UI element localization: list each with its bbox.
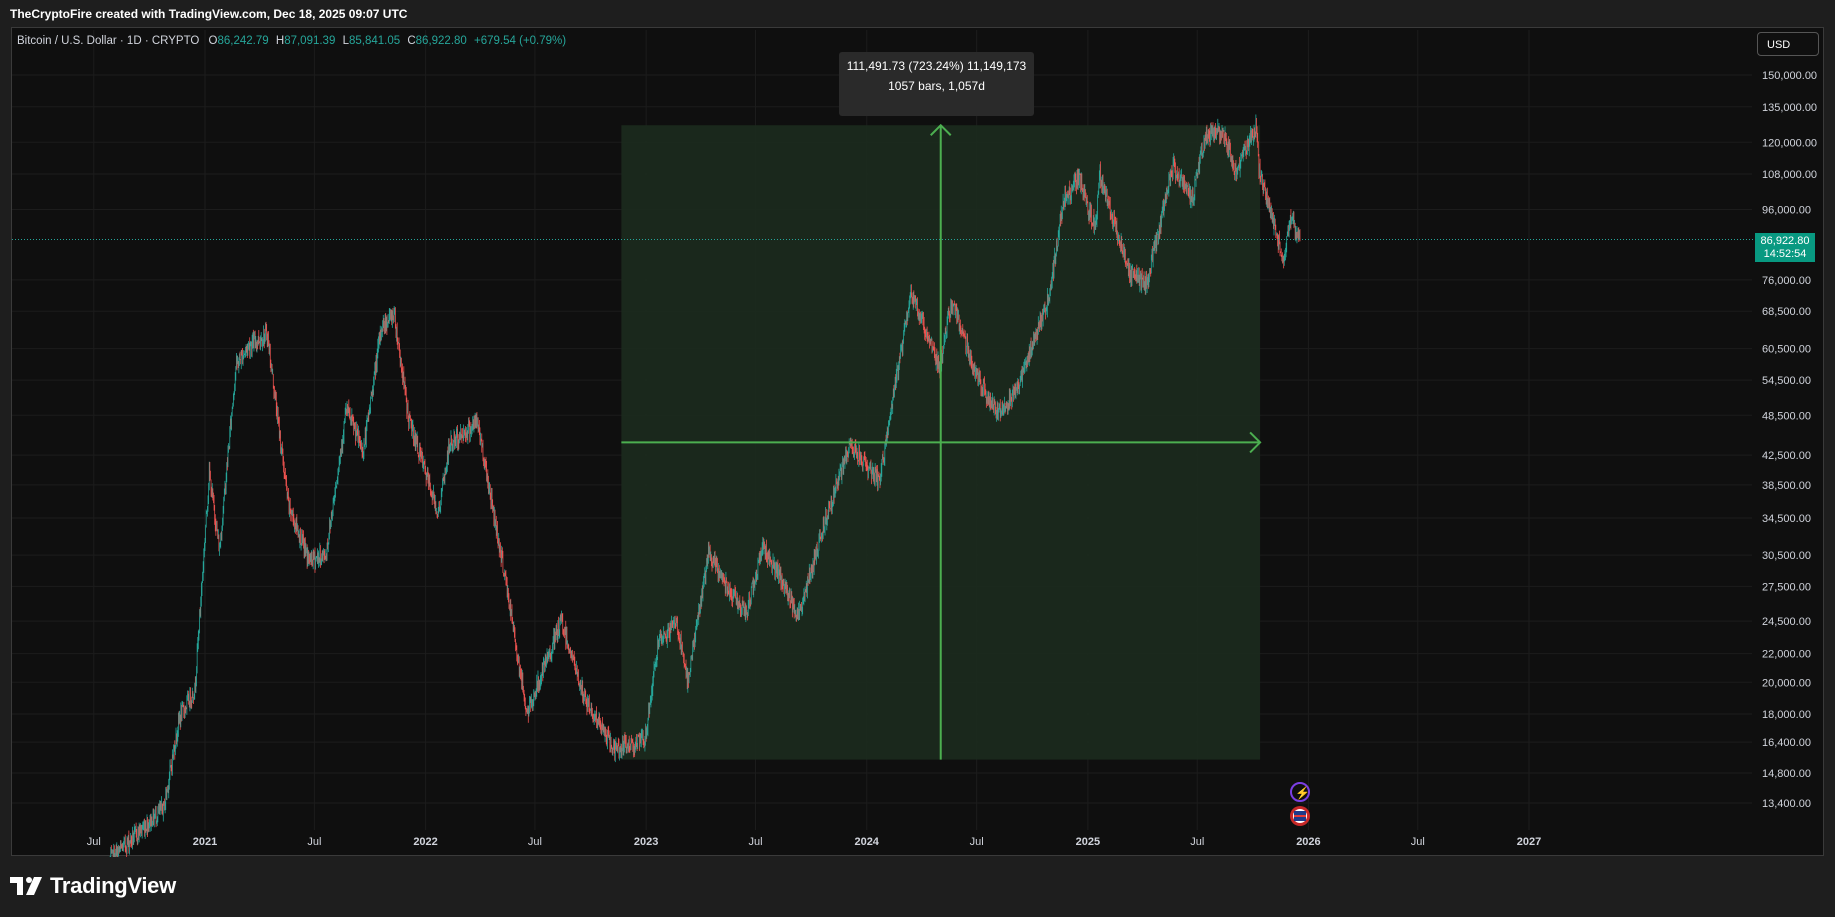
y-tick-label: 60,500.00 [1762, 344, 1811, 356]
attribution-bar: TheCryptoFire created with TradingView.c… [0, 0, 1835, 27]
x-tick-label: 2024 [854, 836, 879, 848]
open-label: O [208, 35, 218, 47]
y-tick-label: 108,000.00 [1762, 169, 1817, 181]
x-tick-label: Jul [87, 836, 101, 848]
close-value: 86,922.80 [415, 35, 467, 47]
x-tick-label: Jul [307, 836, 321, 848]
measure-change-text: 111,491.73 (723.24%) 11,149,173 [846, 59, 1027, 73]
change-value: +679.54 (+0.79%) [474, 35, 567, 47]
y-tick-label: 42,500.00 [1762, 450, 1811, 462]
last-price-tag: 86,922.80 14:52:54 [1755, 233, 1815, 262]
y-tick-label: 38,500.00 [1762, 480, 1811, 492]
x-axis: Jul 2021 Jul 2022 Jul 2023 Jul 2024 Jul 2025 Jul 20… [87, 836, 1541, 848]
close-label: C [407, 35, 416, 47]
measure-right-arrow [1249, 431, 1262, 454]
symbol-name[interactable]: Bitcoin / U.S. Dollar · 1D · CRYPTO [17, 35, 200, 47]
high-label: H [275, 35, 285, 47]
y-tick-label: 76,000.00 [1762, 275, 1811, 287]
low-value: 85,841.05 [348, 35, 401, 47]
x-tick-label: Jul [528, 836, 542, 848]
low-label: L [342, 35, 349, 47]
countdown-value: 14:52:54 [1763, 248, 1807, 260]
y-tick-label: 30,500.00 [1762, 550, 1811, 562]
y-tick-label: 27,500.00 [1762, 581, 1811, 593]
x-tick-label: Jul [970, 836, 984, 848]
attribution-text: TheCryptoFire created with TradingView.c… [10, 7, 408, 21]
event-icons: ⚡ [1290, 782, 1310, 826]
x-tick-label: Jul [748, 836, 762, 848]
y-tick-label: 48,500.00 [1762, 410, 1811, 422]
measure-bars-text: 1057 bars, 1,057d [888, 79, 985, 93]
measure-tooltip: 111,491.73 (723.24%) 11,149,173 1057 bar… [839, 52, 1034, 116]
measure-lines [621, 123, 1262, 760]
last-price-value: 86,922.80 [1760, 235, 1810, 247]
y-tick-label: 14,800.00 [1762, 768, 1811, 780]
y-tick-label: 16,400.00 [1762, 737, 1811, 749]
y-tick-label: 68,500.00 [1762, 306, 1811, 318]
y-tick-label: 18,000.00 [1762, 709, 1811, 721]
currency-button[interactable]: USD [1757, 32, 1819, 56]
y-tick-label: 24,500.00 [1762, 616, 1811, 628]
x-tick-label: 2021 [193, 836, 217, 848]
y-tick-label: 120,000.00 [1762, 137, 1817, 149]
symbol-legend: Bitcoin / U.S. Dollar · 1D · CRYPTO O86,… [17, 35, 566, 47]
high-value: 87,091.39 [284, 35, 336, 47]
brand-name: TradingView [50, 873, 176, 898]
y-tick-label: 135,000.00 [1762, 102, 1817, 114]
y-tick-label: 54,500.00 [1762, 375, 1811, 387]
svg-text:⚡: ⚡ [1295, 786, 1310, 800]
y-tick-label: 22,000.00 [1762, 649, 1811, 661]
y-tick-label: 20,000.00 [1762, 677, 1811, 689]
tradingview-logo[interactable]: TradingView [10, 873, 176, 899]
x-tick-label: 2022 [413, 836, 437, 848]
y-tick-label: 13,400.00 [1762, 798, 1811, 810]
y-tick-label: 96,000.00 [1762, 205, 1811, 217]
x-tick-label: Jul [1190, 836, 1204, 848]
x-tick-label: 2026 [1296, 836, 1320, 848]
x-tick-label: 2027 [1517, 836, 1541, 848]
x-tick-label: 2023 [634, 836, 658, 848]
candles [109, 114, 1301, 870]
x-tick-label: Jul [1411, 836, 1425, 848]
y-axis: 150,000.00 135,000.00 120,000.00 108,000.00… [1762, 70, 1817, 810]
crypto-event-icon[interactable]: ⚡ [1290, 782, 1310, 802]
open-value: 86,242.79 [217, 35, 269, 47]
tradingview-logo-icon [10, 877, 42, 895]
us-flag-icon[interactable] [1290, 806, 1310, 826]
y-tick-label: 34,500.00 [1762, 513, 1811, 525]
footer [0, 857, 1835, 917]
measure-up-arrow [930, 123, 952, 136]
x-tick-label: 2025 [1076, 836, 1100, 848]
y-tick-label: 150,000.00 [1762, 70, 1817, 82]
